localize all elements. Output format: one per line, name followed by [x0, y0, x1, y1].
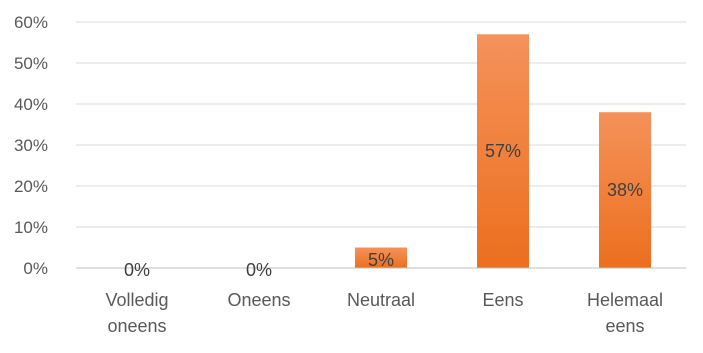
- data-label: 0%: [246, 260, 272, 280]
- bar: [477, 34, 529, 268]
- y-tick-label: 60%: [14, 13, 48, 32]
- y-tick-label: 0%: [23, 259, 48, 278]
- bars: [355, 34, 651, 268]
- x-category-label-line: Neutraal: [347, 290, 415, 310]
- x-category-label: Helemaal eens: [587, 290, 663, 336]
- y-axis-tick-labels: 0% 10% 20% 30% 40% 50% 60%: [14, 13, 48, 278]
- y-tick-label: 40%: [14, 95, 48, 114]
- x-axis-category-labels: Volledig oneens Oneens Neutraal Eens Helemaal…: [105, 290, 663, 336]
- x-category-label-line: Helemaal: [587, 290, 663, 310]
- y-tick-label: 10%: [14, 218, 48, 237]
- x-category-label-line: oneens: [107, 316, 166, 336]
- data-label: 5%: [368, 250, 394, 270]
- x-category-label: Oneens: [227, 290, 290, 310]
- x-category-label-line: Eens: [482, 290, 523, 310]
- bar: [355, 247, 407, 268]
- x-category-label-line: eens: [605, 316, 644, 336]
- y-tick-label: 20%: [14, 177, 48, 196]
- x-category-label: Eens: [482, 290, 523, 310]
- x-category-label: Neutraal: [347, 290, 415, 310]
- y-tick-label: 50%: [14, 54, 48, 73]
- x-category-label: Volledig oneens: [105, 290, 168, 336]
- x-category-label-line: Volledig: [105, 290, 168, 310]
- y-tick-label: 30%: [14, 136, 48, 155]
- data-labels: 0% 0% 5% 57% 38%: [124, 141, 643, 280]
- data-label: 0%: [124, 260, 150, 280]
- bar: [599, 112, 651, 268]
- gridlines: [76, 21, 686, 228]
- x-category-label-line: Oneens: [227, 290, 290, 310]
- data-label: 57%: [485, 141, 521, 161]
- data-label: 38%: [607, 180, 643, 200]
